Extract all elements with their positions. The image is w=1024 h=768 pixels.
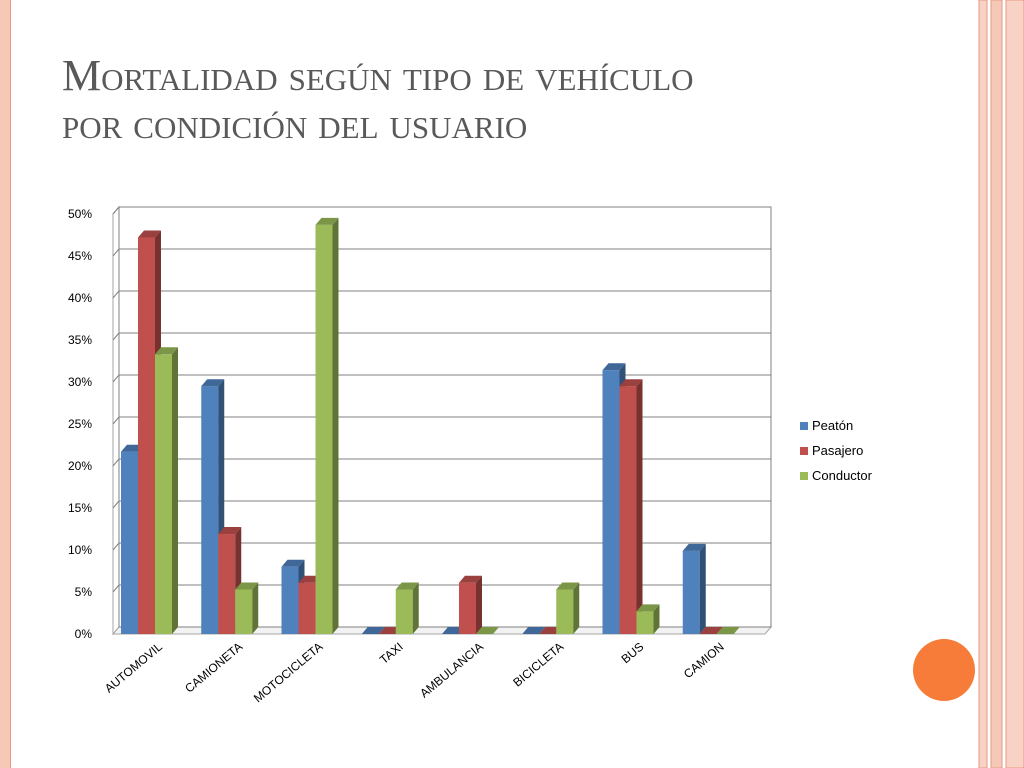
bar [235,589,253,634]
gridline-depth [112,584,120,593]
bar-top [155,347,178,355]
x-tick-label: MOTOCICLETA [251,640,326,706]
y-tick-label: 40% [68,291,92,305]
gridline-depth [112,458,120,467]
bar-side [412,582,419,634]
accent-circle [913,639,975,701]
x-tick-label: BUS [619,640,647,667]
bar-top [138,230,161,238]
legend-label: Peatón [812,418,853,433]
bar-top [699,627,723,634]
gridline-depth [112,374,120,383]
bar-top [201,379,225,387]
bar [556,589,574,634]
gridline-depth [112,248,120,257]
bar [281,566,299,634]
chart-back-wall [118,206,772,628]
y-tick-label: 45% [68,249,92,263]
gridline-depth [112,500,120,509]
bar [121,451,138,634]
gridline-depth [112,332,120,341]
y-tick-label: 35% [68,333,92,347]
y-tick-label: 25% [68,417,92,431]
bar-top [556,582,580,590]
bar-top [315,217,339,225]
bar-top [636,604,660,612]
bar-side [699,543,706,634]
left-edge-stripe [0,0,11,768]
bar [218,534,236,634]
bar-top [361,627,385,634]
x-tick-label: AMBULANCIA [417,640,486,701]
bar-top [716,627,740,634]
y-tick-label: 0% [75,627,93,641]
x-tick-label: AUTOMOVIL [102,639,165,695]
bar [636,611,654,634]
bar-side [636,379,643,634]
bar-top [682,543,706,551]
legend-swatch [800,472,808,480]
bar-top [218,527,242,535]
legend-swatch [800,422,808,430]
bar [201,386,219,634]
bar-side [653,604,660,634]
bar-side [332,217,339,635]
y-tick-label: 5% [75,585,93,599]
slide-title-line-2: por condición del usuario [62,99,528,148]
y-tick-label: 20% [68,459,92,473]
bar-top [235,582,259,590]
y-tick-label: 15% [68,501,92,515]
bar [395,589,413,634]
legend-label: Conductor [812,468,873,483]
gridline-depth [112,290,120,299]
slide-title: Mortalidad según tipo de vehículo por co… [62,52,942,148]
bar-side [252,582,259,634]
bar [682,550,700,634]
slide-title-line-1: Mortalidad según tipo de vehículo [62,51,694,100]
bar-side [573,582,580,634]
x-tick-label: BICICLETA [510,640,566,690]
y-tick-label: 30% [68,375,92,389]
bar-top [395,582,419,590]
y-tick-label: 50% [68,207,92,221]
x-tick-label: CAMION [681,640,727,682]
legend-label: Pasajero [812,443,863,458]
legend-swatch [800,447,808,455]
bar [138,237,155,634]
x-tick-label: TAXI [377,640,406,667]
bar-top [459,575,482,583]
bar [298,582,316,634]
y-tick-label: 10% [68,543,92,557]
bar [155,354,172,634]
bar-top [602,363,626,371]
bar-top [476,627,499,634]
bar-top [619,379,643,387]
bar-top [281,559,305,567]
gridline-depth [112,206,120,215]
bar [602,370,620,634]
bar-side [172,347,178,634]
bar [619,386,637,634]
bar [315,224,333,635]
bar-top [522,627,546,634]
gridline-depth [112,416,120,425]
bar [459,582,476,634]
gridline-depth [112,542,120,551]
x-tick-label: CAMIONETA [182,640,245,696]
bar-side [476,575,482,634]
